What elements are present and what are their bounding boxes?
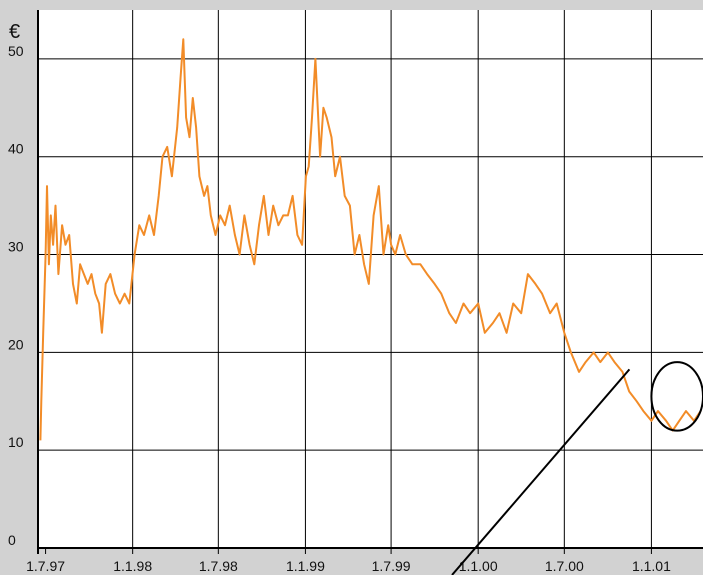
series-line-0: [39, 38, 702, 441]
axes: [37, 10, 703, 554]
y-axis-unit: €: [9, 21, 20, 43]
y-tick-label: 40: [8, 141, 24, 157]
y-tick-label: 20: [8, 336, 24, 352]
x-tick-label: 1.7.98: [199, 558, 238, 574]
x-tick-label: 1.1.99: [286, 558, 325, 574]
x-tick-label: 1.7.00: [545, 558, 584, 574]
x-tick-labels: 1.7.97 1.1.98 1.7.98 1.1.99 1.7.99 1.1.00 1.7.…: [26, 558, 671, 574]
y-tick-label: 30: [8, 239, 24, 255]
series-layer: [39, 38, 702, 441]
y-tick-label: 10: [8, 434, 24, 450]
x-tick-label: 1.1.98: [113, 558, 152, 574]
y-tick-label: 0: [8, 532, 16, 548]
x-tick-label: 1.1.01: [632, 558, 671, 574]
highlight-ellipse: [650, 361, 703, 432]
x-tick-label: 1.7.99: [372, 558, 411, 574]
y-tick-label: 50: [8, 43, 24, 59]
x-tick-label: 1.7.97: [26, 558, 65, 574]
y-tick-labels: 0 10 20 30 40 50: [8, 43, 24, 548]
plot-area: [38, 10, 703, 548]
callout-line: [451, 368, 631, 575]
x-tick-label: 1.1.00: [459, 558, 498, 574]
annotation-layer: [451, 361, 703, 575]
